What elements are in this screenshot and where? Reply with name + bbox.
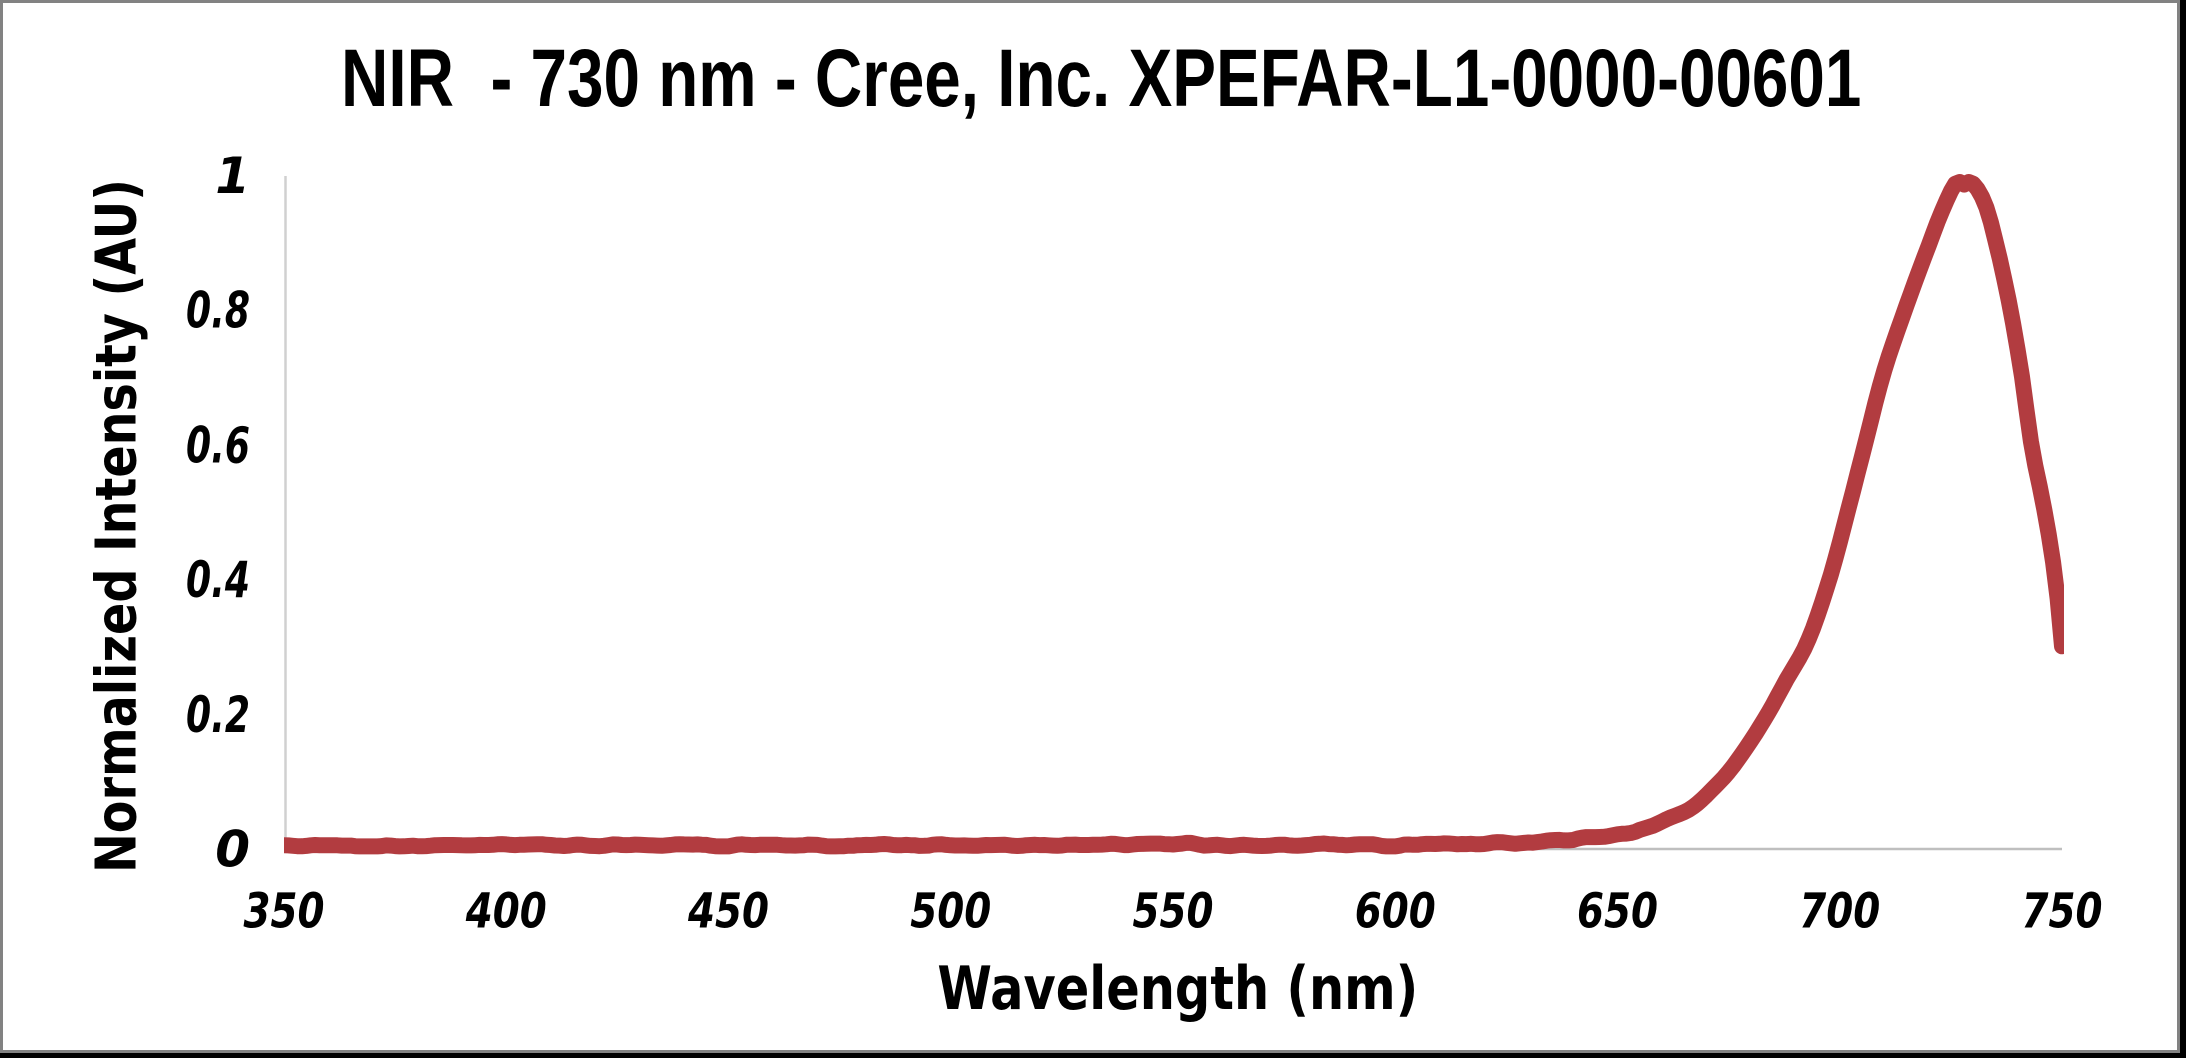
y-tick-label: 0.6 [186,416,250,474]
x-tick-labels: 350 400 450 500 550 600 650 700 750 [244,884,2103,940]
y-tick-label: 0.4 [186,551,250,609]
x-tick-label: 600 [1355,884,1436,940]
x-tick-label: 650 [1577,884,1658,940]
x-axis-title: Wavelength (nm) [0,954,2186,1024]
x-tick-label: 750 [2022,884,2103,940]
y-tick-label: 1 [215,147,250,205]
x-tick-label: 450 [687,884,769,940]
x-tick-label: 550 [1133,884,1214,940]
x-tick-label: 400 [465,884,547,940]
spectrum-curve [284,174,2064,855]
y-tick-label: 0.2 [186,686,250,744]
x-axis-title-text: Wavelength (nm) [937,954,1419,1024]
x-tick-label: 350 [244,884,325,940]
y-tick-labels: 0 0.2 0.4 0.6 0.8 1 [186,147,250,879]
chart-title-text: NIR - 730 nm - Cree, Inc. XPEFAR-L1-0000… [340,33,1862,124]
x-tick-label: 700 [1799,884,1880,940]
y-tick-label: 0.8 [186,282,250,340]
y-tick-label: 0 [215,821,250,879]
chart-title: NIR - 730 nm - Cree, Inc. XPEFAR-L1-0000… [0,32,2186,126]
x-tick-label: 500 [910,884,991,940]
